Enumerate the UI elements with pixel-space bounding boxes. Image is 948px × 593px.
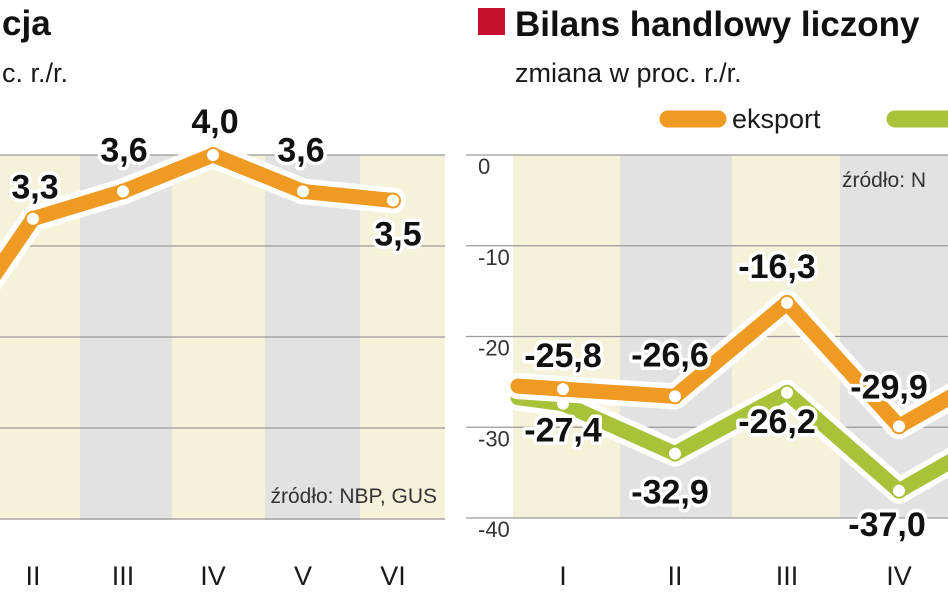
right-point-green-III	[779, 384, 795, 401]
left-series-group	[0, 142, 406, 290]
left-data-label-V: 3,6	[277, 131, 324, 169]
left-title: cja	[2, 4, 51, 43]
left-data-label-II: 3,3	[11, 169, 58, 207]
left-series-line	[0, 147, 401, 281]
left-x-tick-IV: IV	[200, 561, 226, 591]
left-data-label-VI: 3,5	[374, 216, 421, 254]
left-x-tick-V: V	[294, 561, 312, 591]
right-data-labels: -27,4 -32,9 -26,2 -37,0 -25,8 -26,6 -16,3 -29,9	[521, 244, 932, 547]
left-subtitle: c. r./r.	[2, 58, 68, 88]
left-point-III	[115, 183, 131, 200]
right-point-green-IV	[891, 482, 907, 499]
left-point-V	[295, 183, 311, 200]
legend-label-eksport: eksport	[732, 104, 821, 134]
right-x-tick-I: I	[559, 561, 567, 591]
right-y-tick--20: -20	[478, 336, 510, 361]
left-point-IV	[205, 147, 221, 163]
right-point-orange-I	[555, 381, 571, 398]
left-point-VI	[385, 192, 401, 209]
right-data-label-green-IV: -37,0	[848, 506, 926, 544]
left-x-axis: II III IV V VI	[25, 561, 405, 591]
left-x-tick-VI: VI	[380, 561, 406, 591]
right-data-label-green-I: -27,4	[524, 412, 602, 450]
right-point-orange-IV	[891, 418, 907, 435]
right-subtitle: zmiana w proc. r./r.	[515, 58, 742, 88]
right-point-orange-II	[667, 388, 683, 405]
left-x-tick-III: III	[112, 561, 135, 591]
right-x-tick-II: II	[667, 561, 682, 591]
right-y-tick--10: -10	[478, 245, 510, 270]
right-x-tick-IV: IV	[886, 561, 912, 591]
right-point-green-II	[667, 445, 683, 462]
right-x-tick-III: III	[776, 561, 799, 591]
right-y-tick-0: 0	[478, 154, 490, 179]
right-y-axis: 0 -10 -20 -30 -40	[478, 154, 510, 542]
right-x-axis: I II III IV	[559, 561, 912, 591]
right-source-note: źródło: N	[842, 169, 926, 192]
left-data-label-III: 3,6	[100, 131, 147, 169]
right-title: Bilans handlowy liczony	[515, 5, 920, 44]
right-data-label-orange-IV: -29,9	[850, 368, 928, 406]
right-data-label-green-III: -26,2	[738, 403, 816, 441]
right-data-label-orange-I: -25,8	[524, 337, 602, 375]
left-point-II	[25, 210, 41, 227]
left-source-note: źródło: NBP, GUS	[270, 485, 437, 508]
right-point-orange-III	[779, 294, 795, 311]
right-data-label-orange-III: -16,3	[738, 248, 816, 286]
right-gridlines	[466, 154, 948, 519]
right-series-group	[505, 289, 948, 504]
right-y-tick--40: -40	[478, 517, 510, 542]
right-data-label-green-II: -32,9	[631, 474, 709, 512]
left-x-tick-II: II	[25, 561, 40, 591]
title-marker-square	[478, 8, 505, 35]
left-data-labels: 3,3 3,6 4,0 3,6 3,5	[8, 100, 425, 258]
left-data-label-IV: 4,0	[191, 103, 238, 141]
right-data-label-orange-II: -26,6	[631, 336, 709, 374]
right-y-tick--30: -30	[478, 426, 510, 451]
